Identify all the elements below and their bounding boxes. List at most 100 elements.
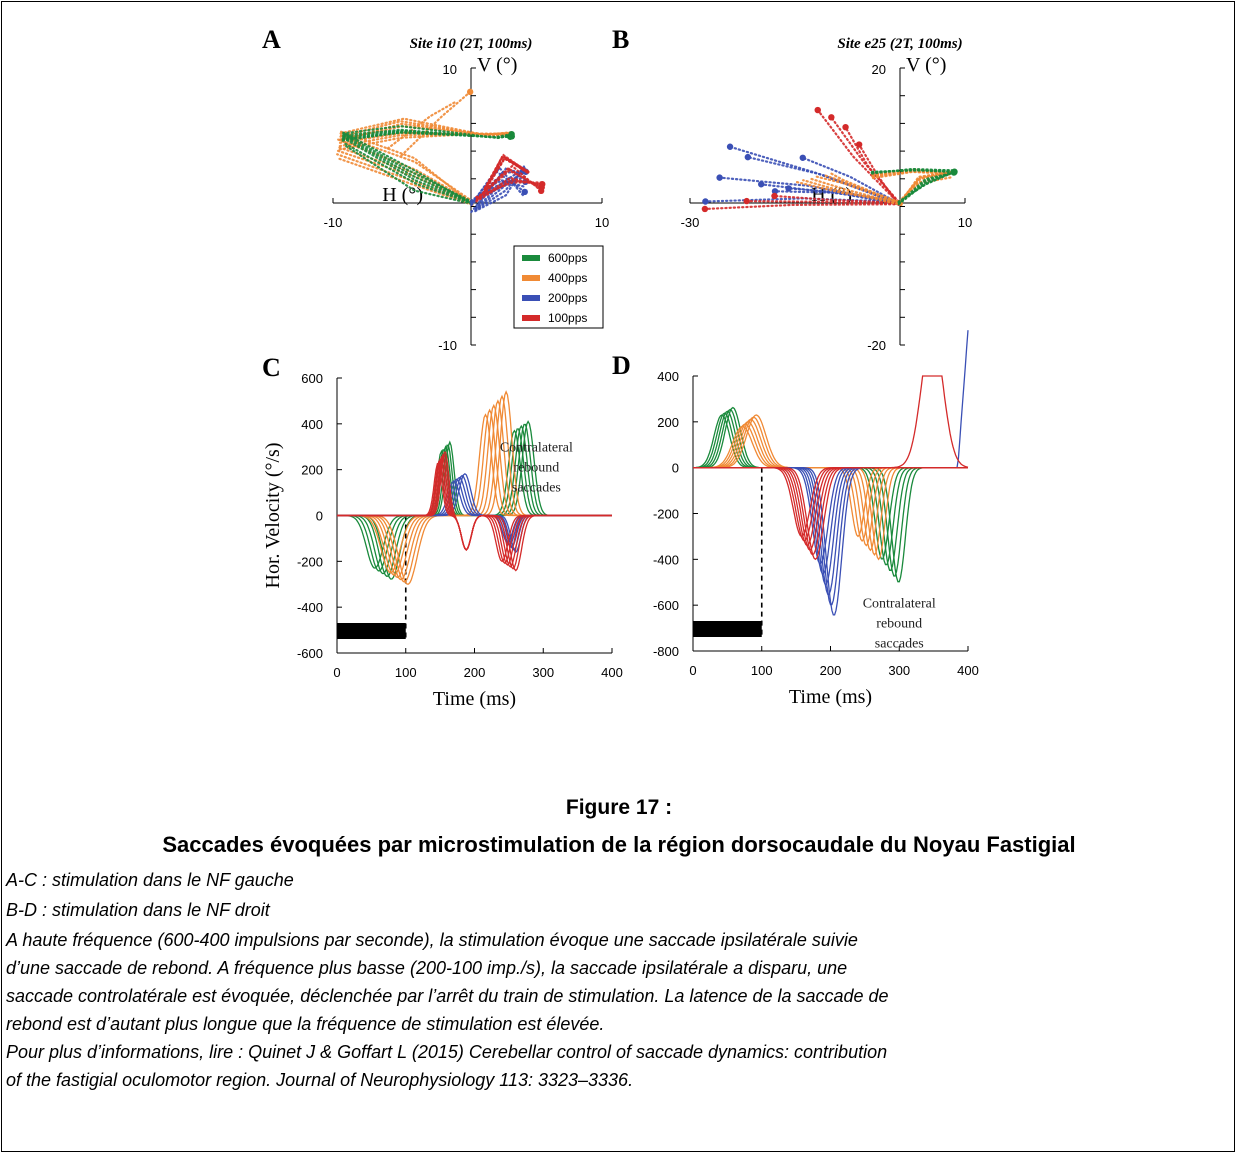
x-tick-label: -10 (324, 215, 343, 230)
trace-600pps (342, 124, 512, 140)
y-tick-label: -800 (653, 644, 679, 659)
trace-400pps (386, 100, 458, 150)
trace-200pps (693, 467, 968, 616)
trace-100pps-end (537, 187, 545, 195)
legend-label: 100pps (548, 311, 587, 325)
trace-100pps (703, 203, 900, 211)
panel-letter-b: B (612, 25, 629, 54)
trace-200pps-end (702, 198, 709, 205)
rebound-annotation: saccades (512, 480, 561, 495)
trace-600pps (693, 406, 968, 583)
trace-100pps-end (828, 114, 835, 121)
trace-100pps (745, 200, 900, 205)
trace-600pps (343, 143, 473, 205)
legend-swatch (522, 255, 540, 261)
y-tick-label: 0 (316, 509, 323, 524)
y-tick-label: 600 (301, 371, 323, 386)
trace-600pps (871, 167, 957, 175)
legend-label: 400pps (548, 271, 587, 285)
x-tick-label: 100 (395, 665, 417, 680)
x-axis-label: Time (ms) (789, 686, 872, 708)
y-axis-label: V (°) (477, 54, 517, 76)
y-tick-label: -200 (297, 554, 323, 569)
y-tick-label: -20 (867, 338, 886, 353)
trace-400pps (871, 170, 954, 180)
x-tick-label: 400 (601, 665, 623, 680)
trace-200pps-end (716, 174, 723, 181)
trace-400pps (337, 390, 612, 585)
y-tick-label: 10 (443, 62, 457, 77)
rebound-annotation: Contralateral (500, 440, 573, 455)
trace-400pps (802, 179, 903, 207)
x-tick-label: 0 (333, 665, 340, 680)
trace-600pps (693, 408, 968, 577)
stimulation-bar (693, 621, 762, 637)
legend-swatch (522, 315, 540, 321)
trace-100pps (337, 451, 612, 572)
trace-100pps (476, 164, 543, 200)
panel-title: Site e25 (2T, 100ms) (837, 36, 962, 52)
trace-600pps (897, 171, 955, 205)
trace-100pps-end (842, 123, 849, 131)
x-tick-label: 200 (820, 663, 842, 678)
x-tick-label: 10 (958, 215, 972, 230)
y-axis-label: V (°) (906, 54, 946, 76)
trace-100pps-end (855, 141, 863, 148)
panel-d: D 400 200 0 -200 -400 -600 -800 0 100 200 300 400 Tim… (612, 330, 979, 708)
caption-line: B-D : stimulation dans le NF droit (6, 900, 270, 920)
y-tick-label: 400 (301, 417, 323, 432)
rebound-annotation: rebound (513, 460, 559, 475)
legend: 600pps 400pps 200pps 100pps (513, 245, 604, 329)
trace-100pps-end (771, 192, 778, 200)
stimulation-bar (337, 623, 406, 639)
panel-letter-d: D (612, 351, 631, 380)
y-tick-label: 20 (872, 62, 886, 77)
y-tick-label: -400 (297, 600, 323, 615)
x-tick-label: 0 (689, 663, 696, 678)
rebound-annotation: saccades (875, 636, 924, 651)
legend-label: 200pps (548, 291, 587, 305)
caption-line: d’une saccade de rebond. A fréquence plu… (6, 958, 848, 978)
trace-400pps-end (466, 88, 474, 96)
trace-400pps (795, 180, 903, 203)
figure-panels: A Site i10 (2T, 100ms) -10 10 10 -10 V (°) H (°… (262, 25, 979, 710)
trace-200pps-end (744, 153, 752, 161)
trace-100pps (484, 156, 529, 192)
trace-400pps (339, 117, 514, 137)
trace-100pps-end (701, 205, 709, 213)
trace-600pps (341, 129, 512, 139)
x-tick-label: 300 (532, 665, 554, 680)
trace-400pps (339, 130, 474, 206)
panel-b: B Site e25 (2T, 100ms) -30 10 20 -20 V (°) H (°… (612, 25, 972, 353)
figure-number: Figure 17 : (565, 796, 673, 819)
trace-600pps (342, 141, 473, 205)
x-tick-label: 200 (464, 665, 486, 680)
trace-200pps-end (799, 154, 806, 161)
y-tick-label: 400 (657, 369, 679, 384)
y-tick-label: 200 (301, 463, 323, 478)
panel-letter-a: A (262, 25, 281, 54)
panel-c: C 600 400 200 0 -200 -400 -600 0 100 200 300 400 Time… (262, 353, 623, 710)
x-tick-label: 100 (751, 663, 773, 678)
y-tick-label: -10 (438, 338, 457, 353)
trace-100pps (773, 194, 901, 204)
x-tick-label: 300 (888, 663, 910, 678)
y-tick-label: -600 (297, 646, 323, 661)
caption-line: A haute fréquence (600-400 impulsions pa… (6, 930, 858, 950)
x-tick-label: 10 (595, 215, 609, 230)
trace-400pps (336, 157, 473, 206)
trace-100pps-end (814, 106, 821, 114)
trace-400pps (808, 177, 903, 206)
caption-line: of the fastigial oculomotor region. Jour… (6, 1070, 634, 1090)
trace-600pps (342, 137, 473, 204)
y-tick-label: -600 (653, 598, 679, 613)
trace-100pps (816, 109, 900, 204)
trace-100pps (475, 179, 544, 203)
x-tick-label: -30 (681, 215, 700, 230)
figure-title: Saccades évoquées par microstimulation d… (162, 832, 1076, 857)
trace-400pps (829, 172, 900, 204)
trace-200pps-end (521, 188, 528, 196)
caption-line: rebond est d’autant plus longue que la f… (6, 1014, 605, 1034)
y-tick-label: -400 (653, 552, 679, 567)
panel-a: A Site i10 (2T, 100ms) -10 10 10 -10 V (°) H (°… (262, 25, 609, 353)
